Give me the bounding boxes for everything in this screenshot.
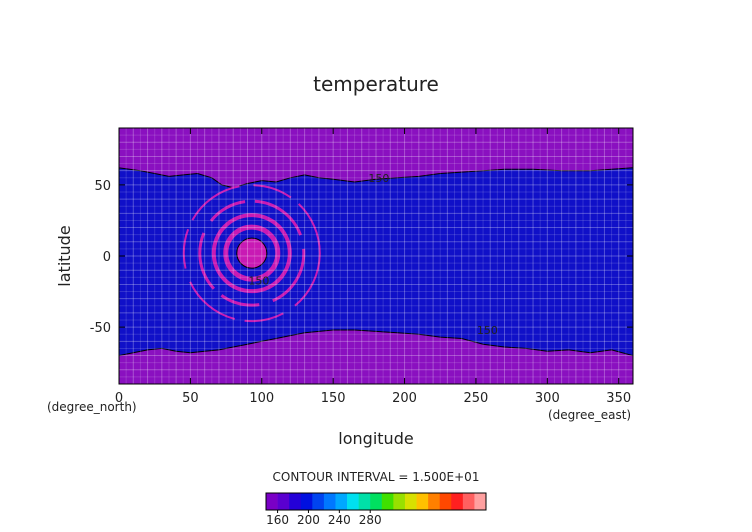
colorbar-swatch [323, 493, 336, 510]
x-tick-label: 0 [115, 391, 123, 406]
contour-labels: 150 150 150 [248, 172, 497, 337]
x-axis-label: longitude [338, 429, 413, 448]
x-unit-label: (degree_east) [548, 408, 631, 422]
contour-interval-text: CONTOUR INTERVAL = 1.500E+01 [273, 470, 480, 484]
x-tick-label: 300 [535, 391, 560, 406]
y-tick-label: 50 [94, 179, 111, 194]
y-tick-label: -50 [90, 321, 111, 336]
ring-4 [182, 184, 321, 323]
contour-rings [182, 184, 321, 323]
colorbar: 160 200 240 280 [265, 492, 487, 527]
contour-label: 150 [248, 274, 269, 287]
colorbar-tick-label: 200 [297, 513, 320, 527]
colorbar-swatch [462, 493, 475, 510]
colorbar-swatch [474, 493, 487, 510]
contour-label: 150 [477, 324, 498, 337]
colorbar-swatch [451, 493, 464, 510]
colorbar-tick-label: 240 [328, 513, 351, 527]
colorbar-swatch [335, 493, 348, 510]
colorbar-swatch [358, 493, 371, 510]
colorbar-swatch [312, 493, 325, 510]
x-tick-label: 350 [606, 391, 631, 406]
colorbar-swatch [416, 493, 429, 510]
ring-2 [211, 213, 292, 294]
grid [119, 128, 633, 384]
ring-core [236, 237, 268, 269]
colorbar-swatch [300, 493, 313, 510]
colorbar-swatch [404, 493, 417, 510]
x-tick-label: 100 [249, 391, 274, 406]
x-tick-label: 50 [182, 391, 199, 406]
y-axis-label: latitude [55, 225, 74, 286]
y-tick-label: 0 [103, 250, 111, 265]
y-unit-label: (degree_north) [47, 400, 137, 414]
colorbar-swatch [289, 493, 302, 510]
x-axis-ticks: 0 50 100 150 200 250 300 350 [115, 128, 631, 406]
colorbar-tick-label: 160 [266, 513, 289, 527]
x-tick-label: 250 [464, 391, 489, 406]
ring-1 [223, 224, 281, 282]
colorbar-swatch [266, 493, 278, 510]
chart-title: temperature [313, 72, 439, 96]
plot-area: 150 150 150 [118, 127, 634, 385]
x-tick-label: 200 [392, 391, 417, 406]
colorbar-frame [265, 492, 487, 511]
colorbar-tick-label: 280 [359, 513, 382, 527]
colorbar-swatch [370, 493, 383, 510]
x-tick-label: 150 [321, 391, 346, 406]
colorbar-swatch [428, 493, 440, 510]
colorbar-swatch [381, 493, 394, 510]
colorbar-swatch [277, 493, 290, 510]
ring-3 [198, 199, 306, 307]
colorbar-swatch [347, 493, 359, 510]
colorbar-swatch [439, 493, 452, 510]
contour-label: 150 [368, 172, 389, 185]
colorbar-swatch [393, 493, 406, 510]
y-axis-ticks: -50 0 50 [90, 179, 633, 336]
